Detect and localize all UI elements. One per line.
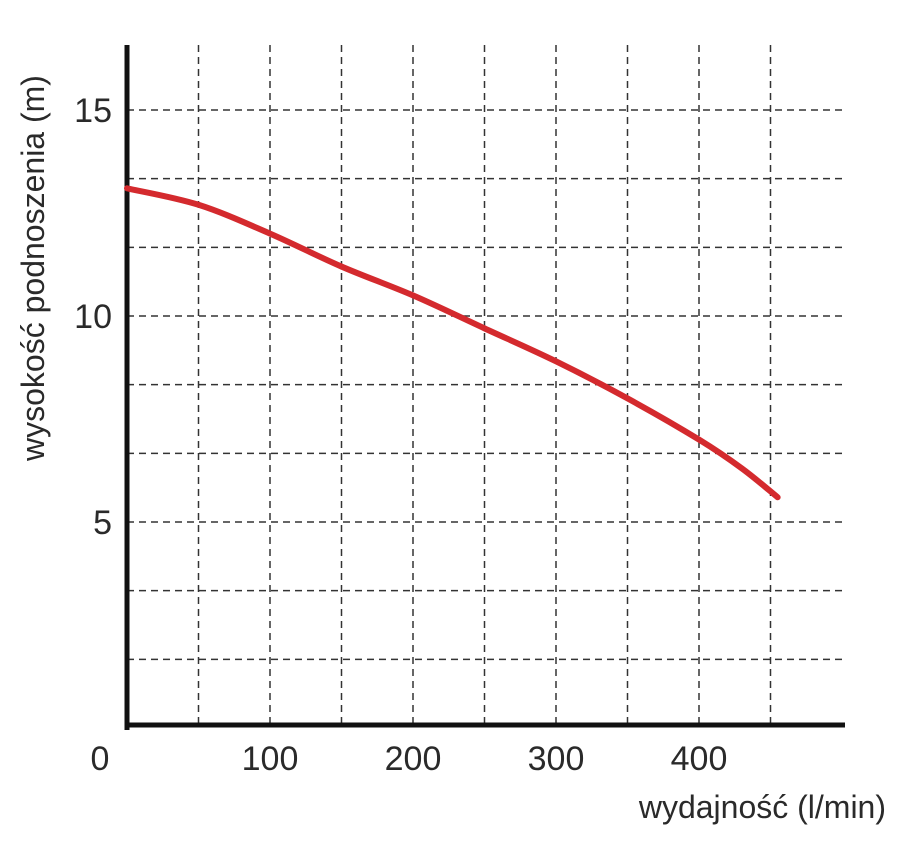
x-tick-label: 100: [242, 740, 299, 778]
y-axis-label: wysokość podnoszenia (m): [15, 75, 51, 462]
x-axis-label: wydajność (l/min): [638, 789, 886, 825]
x-tick-label: 0: [91, 740, 110, 778]
series: [124, 185, 781, 501]
series-line: [124, 185, 781, 501]
y-tick-label: 5: [93, 504, 112, 542]
y-tick-label: 15: [74, 92, 112, 130]
x-tick-label: 300: [528, 740, 585, 778]
tick-labels: 0 100 200 300 400 5 10 15: [74, 92, 727, 778]
axes: [124, 45, 845, 730]
x-tick-label: 200: [385, 740, 442, 778]
y-tick-label: 10: [74, 298, 112, 336]
x-tick-label: 400: [671, 740, 728, 778]
grid: [127, 45, 845, 728]
